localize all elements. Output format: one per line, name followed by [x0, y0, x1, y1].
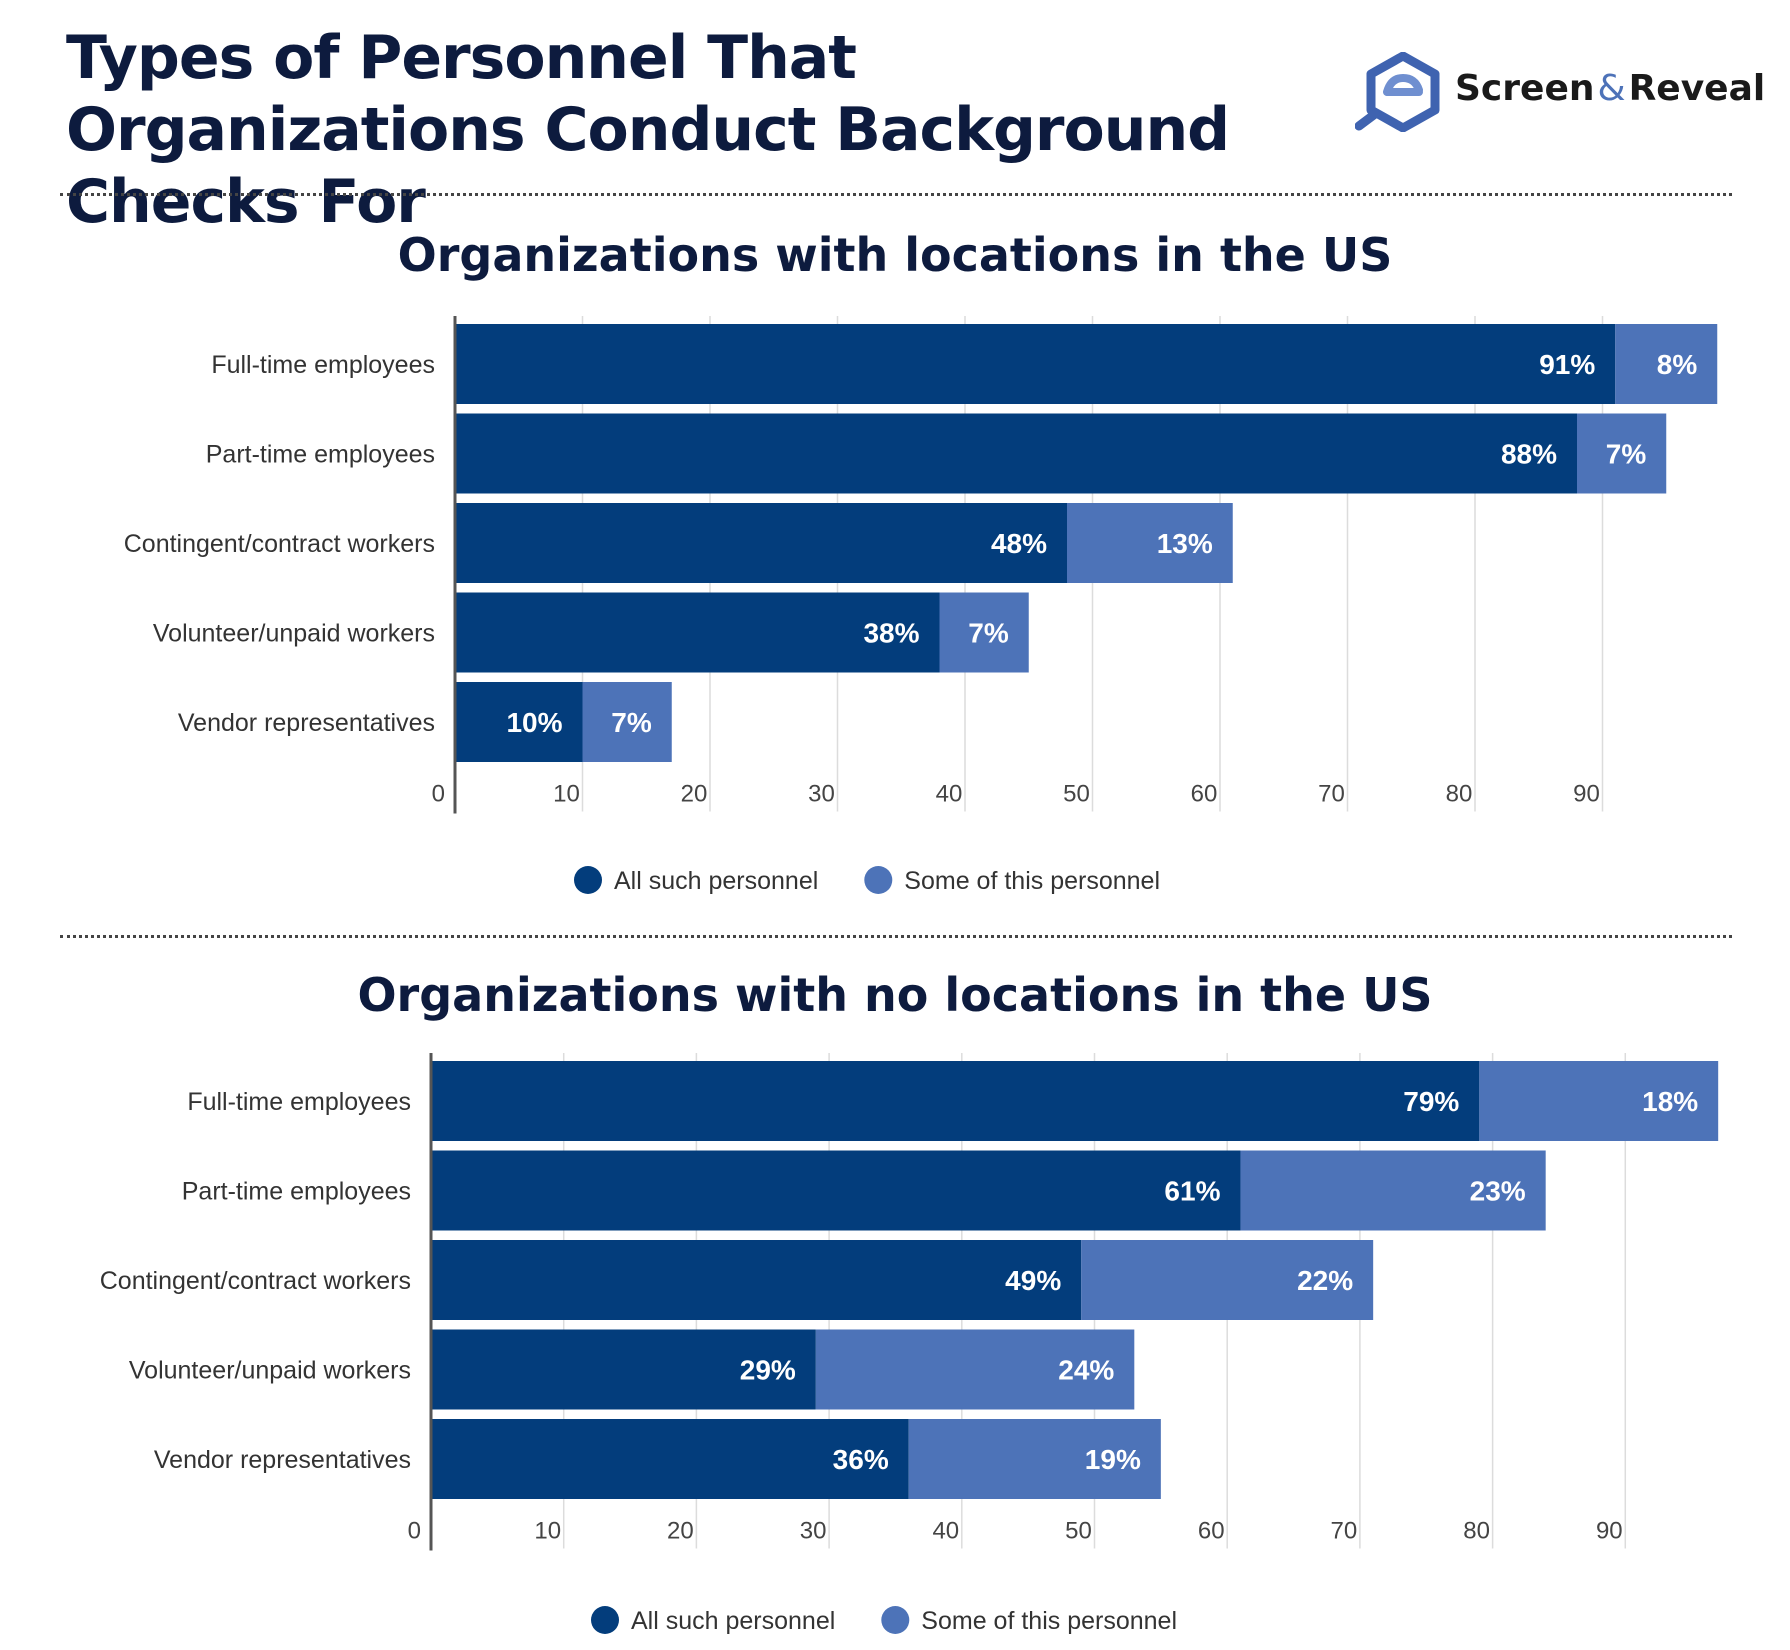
x-tick-label: 50	[1063, 781, 1090, 808]
x-tick-label: 90	[1573, 781, 1600, 808]
chart-no-us-locations: Full-time employees 79% 18% Part-time emplo…	[100, 1053, 1719, 1635]
x-tick-label: 0	[432, 781, 445, 808]
category-label: Full-time employees	[211, 351, 435, 379]
category-label: Part-time employees	[206, 441, 435, 469]
brand-name-left: Screen	[1455, 68, 1595, 109]
chart-2-title: Organizations with no locations in the U…	[357, 968, 1433, 1022]
legend-swatch-all	[591, 1606, 619, 1634]
bar-some-of-this-personnel	[939, 592, 1029, 673]
data-label: 22%	[1297, 1265, 1353, 1296]
data-label: 36%	[833, 1444, 889, 1475]
screen-and-reveal-logo: Screen&Reveal	[1354, 51, 1765, 133]
data-label: 24%	[1058, 1355, 1114, 1386]
x-tick-label: 60	[1198, 1518, 1225, 1545]
bar-all-such-personnel	[431, 1061, 1480, 1141]
x-tick-label: 20	[667, 1518, 694, 1545]
x-tick-label: 0	[408, 1518, 421, 1545]
data-label: 7%	[968, 618, 1009, 649]
legend-swatch-some	[864, 866, 893, 894]
bar-some-of-this-personnel	[582, 682, 672, 762]
x-tick-label: 40	[936, 781, 963, 808]
chart-us-locations: Full-time employees 91% 8% Part-time employ…	[124, 316, 1718, 895]
data-label: 48%	[991, 528, 1047, 559]
bar-some-of-this-personnel	[1067, 503, 1233, 583]
category-label: Vendor representatives	[154, 1446, 411, 1474]
bar-all-such-personnel	[431, 1150, 1241, 1231]
legend-swatch-some	[881, 1606, 910, 1634]
data-label: 38%	[863, 618, 919, 649]
bar-some-of-this-personnel	[1240, 1150, 1546, 1231]
x-tick-label: 70	[1331, 1518, 1358, 1545]
category-label: Volunteer/unpaid workers	[129, 1357, 411, 1385]
legend-label: Some of this personnel	[904, 867, 1160, 895]
bar-all-such-personnel	[431, 1240, 1082, 1320]
bar-some-of-this-personnel	[1577, 413, 1667, 494]
magnifier-logo-icon	[1354, 51, 1440, 133]
x-tick-label: 90	[1596, 1518, 1623, 1545]
data-label: 23%	[1470, 1176, 1526, 1207]
legend-label: Some of this personnel	[921, 1607, 1177, 1635]
x-tick-label: 70	[1318, 781, 1345, 808]
category-label: Volunteer/unpaid workers	[153, 620, 435, 648]
x-tick-label: 10	[534, 1518, 561, 1545]
data-label: 79%	[1403, 1086, 1459, 1117]
bar-some-of-this-personnel	[1615, 324, 1718, 404]
x-tick-label: 80	[1446, 781, 1473, 808]
data-label: 7%	[611, 707, 652, 738]
bar-some-of-this-personnel	[1081, 1240, 1374, 1320]
data-label: 18%	[1642, 1086, 1698, 1117]
chart-1-title: Organizations with locations in the US	[397, 228, 1393, 282]
legend-label: All such personnel	[631, 1607, 835, 1635]
bar-all-such-personnel	[455, 413, 1577, 494]
bar-all-such-personnel	[455, 503, 1067, 583]
section-divider	[60, 935, 1732, 938]
x-tick-label: 20	[681, 781, 708, 808]
data-label: 49%	[1005, 1265, 1061, 1296]
bar-all-such-personnel	[455, 324, 1616, 404]
data-label: 88%	[1501, 439, 1557, 470]
brand-name-right: Reveal	[1628, 68, 1766, 109]
legend-swatch-all	[574, 866, 602, 894]
bar-all-such-personnel	[431, 1329, 816, 1410]
data-label: 61%	[1164, 1176, 1220, 1207]
x-tick-label: 10	[553, 781, 580, 808]
bar-some-of-this-personnel	[1479, 1061, 1719, 1141]
data-label: 10%	[506, 707, 562, 738]
data-label: 7%	[1606, 439, 1647, 470]
brand-name-ampersand: &	[1597, 68, 1626, 109]
legend-label: All such personnel	[614, 867, 818, 895]
bar-some-of-this-personnel	[815, 1329, 1135, 1410]
data-label: 8%	[1657, 349, 1698, 380]
category-label: Contingent/contract workers	[124, 530, 435, 558]
category-label: Full-time employees	[187, 1088, 411, 1116]
x-tick-label: 80	[1463, 1518, 1490, 1545]
x-tick-label: 40	[932, 1518, 959, 1545]
category-label: Part-time employees	[182, 1178, 411, 1206]
x-tick-label: 60	[1191, 781, 1218, 808]
category-label: Vendor representatives	[178, 709, 435, 737]
bar-all-such-personnel	[455, 682, 583, 762]
page-title: Types of Personnel That Organizations Co…	[66, 23, 1230, 237]
category-label: Contingent/contract workers	[100, 1267, 411, 1295]
data-label: 29%	[740, 1355, 796, 1386]
data-label: 91%	[1539, 349, 1595, 380]
x-tick-label: 30	[800, 1518, 827, 1545]
section-divider	[60, 193, 1732, 196]
bar-all-such-personnel	[455, 592, 940, 673]
data-label: 13%	[1157, 528, 1213, 559]
bar-some-of-this-personnel	[908, 1419, 1161, 1499]
x-tick-label: 50	[1065, 1518, 1092, 1545]
brand-name: Screen&Reveal	[1455, 68, 1765, 109]
x-tick-label: 30	[808, 781, 835, 808]
bar-all-such-personnel	[431, 1419, 909, 1499]
data-label: 19%	[1085, 1444, 1141, 1475]
